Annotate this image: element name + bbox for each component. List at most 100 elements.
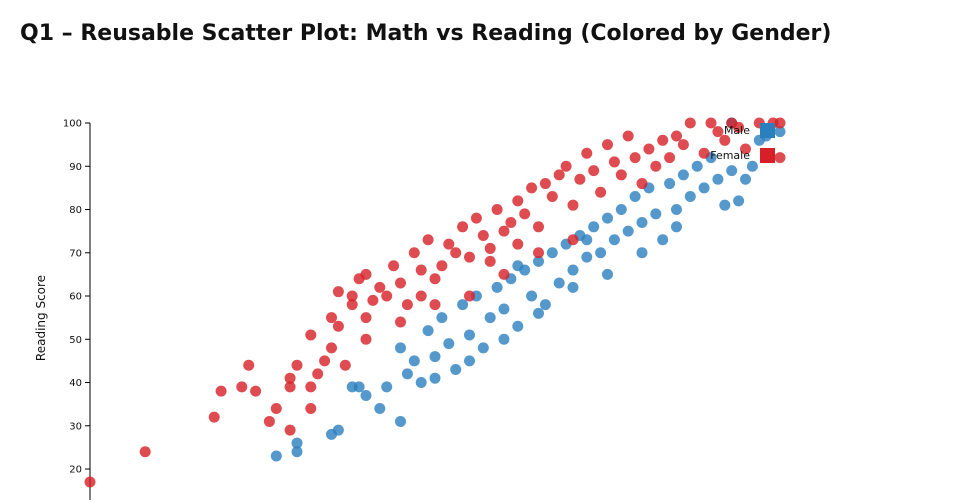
point (560, 160, 572, 172)
point (415, 290, 427, 302)
point (319, 355, 331, 367)
point (429, 273, 441, 285)
legend-swatch (760, 123, 775, 138)
point (491, 204, 503, 216)
point (684, 117, 696, 129)
point (443, 238, 455, 250)
point (574, 173, 586, 185)
point (408, 247, 420, 259)
point (740, 143, 751, 155)
point (305, 381, 317, 393)
point (539, 178, 551, 190)
point (332, 424, 344, 436)
point (533, 221, 544, 233)
chart-title: Q1 – Reusable Scatter Plot: Math vs Read… (20, 21, 831, 46)
point (395, 415, 406, 427)
point (450, 364, 462, 376)
point (415, 377, 427, 389)
point (588, 221, 600, 233)
point (719, 134, 731, 146)
point (602, 212, 613, 224)
point (236, 381, 248, 393)
point (512, 238, 524, 250)
point (615, 204, 627, 216)
point (533, 255, 544, 267)
point (388, 260, 400, 272)
point (595, 186, 607, 198)
point (677, 139, 689, 151)
point (360, 312, 372, 324)
point (581, 147, 593, 159)
point (505, 216, 517, 228)
point (270, 450, 282, 462)
point (139, 446, 151, 458)
point (539, 299, 551, 311)
point (284, 372, 296, 384)
point (677, 169, 689, 181)
point (746, 160, 758, 172)
point (367, 294, 379, 306)
point (691, 160, 703, 172)
point (657, 234, 669, 246)
point (622, 225, 634, 237)
y-tick-label: 30 (69, 421, 82, 432)
point (567, 199, 579, 211)
point (208, 411, 220, 423)
point (519, 208, 531, 220)
point (429, 299, 441, 311)
legend-label: Male (724, 124, 750, 137)
point (305, 329, 317, 341)
point (602, 268, 613, 280)
point (484, 242, 496, 254)
point (395, 342, 406, 354)
point (477, 342, 489, 354)
point (284, 424, 296, 436)
point (712, 173, 724, 185)
point (636, 216, 648, 228)
point (429, 372, 441, 384)
point (360, 389, 372, 401)
point (636, 247, 648, 259)
point (374, 281, 386, 293)
point (719, 199, 731, 211)
point (581, 234, 593, 246)
y-tick-label: 90 (69, 162, 82, 173)
point (643, 143, 655, 155)
y-axis-label: Reading Score (34, 275, 48, 361)
point (484, 312, 496, 324)
legend-label: Female (710, 149, 750, 162)
point (374, 402, 386, 414)
point (533, 307, 544, 319)
point (512, 320, 524, 332)
point (291, 446, 303, 458)
point (270, 402, 282, 414)
point (326, 342, 337, 354)
point (326, 312, 337, 324)
point (422, 234, 434, 246)
point (546, 191, 558, 203)
point (457, 299, 469, 311)
point (629, 152, 641, 164)
point (733, 121, 745, 133)
point (250, 385, 262, 397)
point (395, 277, 406, 289)
point (498, 268, 510, 280)
point (360, 333, 372, 345)
point (608, 234, 620, 246)
point (546, 247, 558, 259)
point (567, 264, 579, 276)
y-tick-label: 60 (69, 292, 82, 303)
point (422, 325, 434, 337)
point (408, 355, 420, 367)
point (360, 268, 372, 280)
point (650, 208, 662, 220)
point (698, 182, 710, 194)
point (602, 139, 613, 151)
point (284, 381, 296, 393)
point (526, 182, 538, 194)
y-tick-label: 40 (69, 378, 82, 389)
point (443, 338, 455, 350)
point (464, 290, 475, 302)
point (733, 195, 745, 207)
